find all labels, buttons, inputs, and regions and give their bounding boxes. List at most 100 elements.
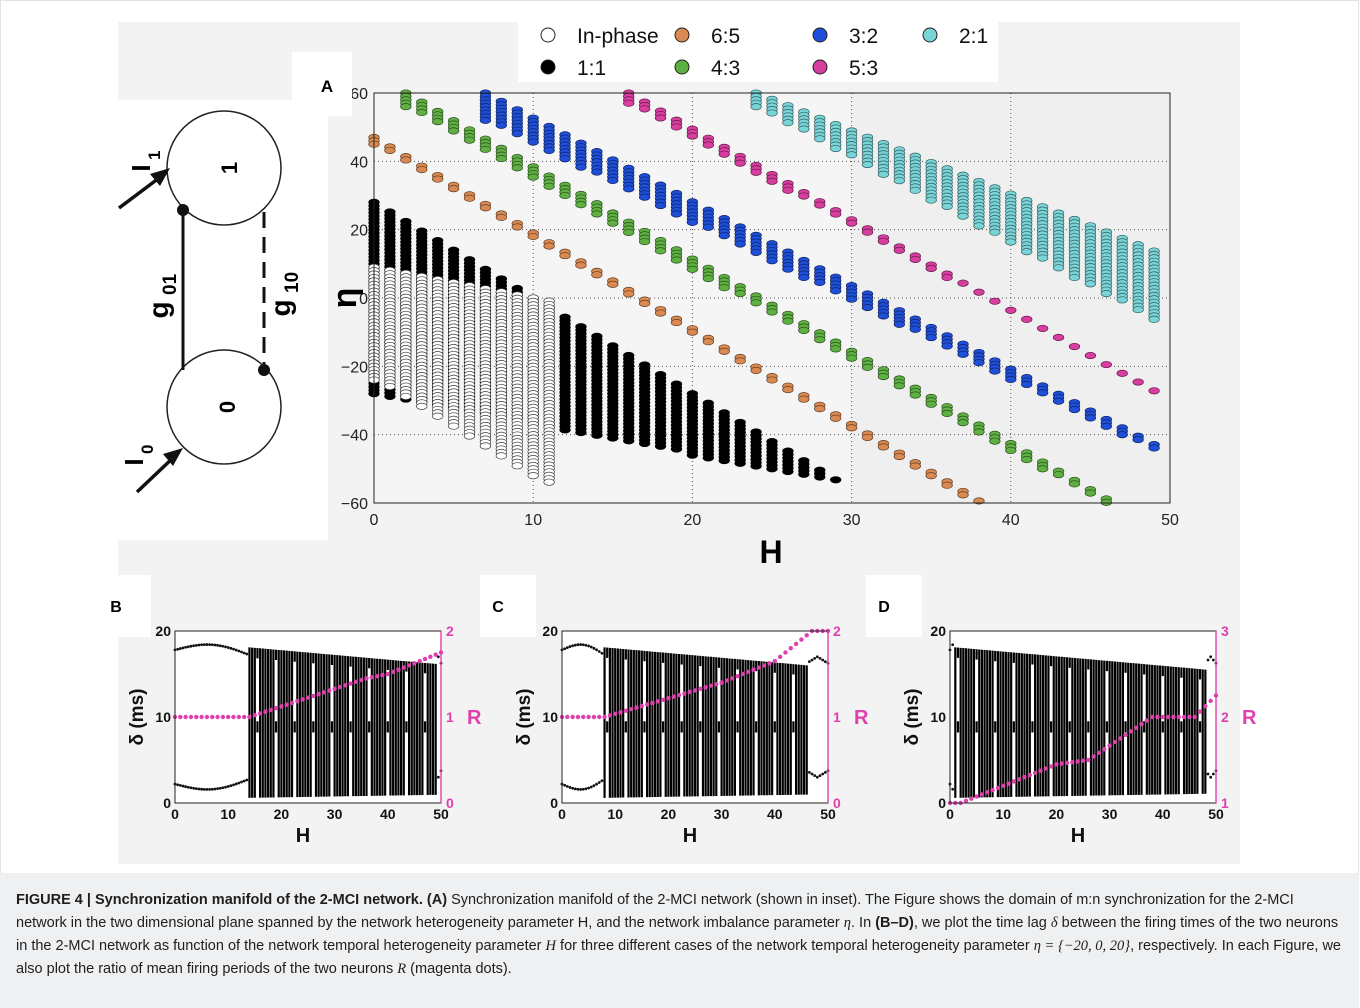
xtick-label: 10	[220, 806, 236, 822]
r-dot	[215, 714, 220, 720]
marker-4-3	[1036, 465, 1049, 473]
delta-dot	[818, 774, 822, 777]
panel-label-box	[95, 575, 151, 637]
r-dot	[788, 646, 793, 651]
r-dot	[1187, 714, 1192, 720]
panel-b-label: B	[110, 599, 122, 616]
marker-6-5	[925, 472, 937, 480]
r-dot	[1139, 721, 1144, 727]
y2tick-label: 2	[1221, 709, 1229, 725]
figure-caption: FIGURE 4 | Synchronization manifold of t…	[0, 873, 1359, 1008]
r-dot	[756, 665, 762, 670]
legend-label: 4:3	[711, 57, 740, 80]
delta-dot	[181, 646, 185, 650]
legend-label: 1:1	[577, 57, 606, 80]
marker-5-3	[1132, 378, 1144, 386]
marker-5-3	[861, 228, 874, 236]
r-dot	[1027, 772, 1033, 778]
marker-1-1	[734, 459, 746, 467]
delta-dot	[563, 783, 567, 787]
delta-dot	[595, 648, 598, 652]
marker-5-3	[798, 192, 810, 200]
r-dot	[730, 676, 735, 681]
delta-dot	[951, 787, 955, 791]
marker-6-5	[830, 414, 842, 422]
marker-1-1	[686, 451, 699, 459]
r-dot	[284, 702, 289, 707]
delta-dot	[813, 774, 817, 777]
caption-h: H	[545, 938, 557, 954]
network-inset: 1 0 I 1 I 0 g 01 g 10	[117, 100, 328, 540]
marker-3-2	[861, 304, 874, 312]
r-dot	[263, 709, 268, 714]
r-dot	[793, 641, 799, 647]
r-dot	[623, 708, 629, 713]
r-dot	[687, 689, 692, 695]
marker-3-2	[718, 232, 730, 240]
marker-2-1	[750, 103, 762, 111]
marker-6-5	[877, 443, 890, 451]
panel-d-label: D	[878, 599, 890, 616]
r-dot	[1176, 714, 1181, 720]
marker-4-3	[575, 201, 587, 209]
delta-dot	[579, 788, 583, 791]
delta-dot	[216, 787, 219, 791]
delta-dot	[818, 657, 822, 660]
r-dot	[985, 790, 990, 795]
marker-6-5	[400, 156, 412, 164]
marker-4-3	[511, 164, 523, 172]
marker-3-2	[686, 218, 699, 226]
delta-dot	[178, 647, 182, 650]
r-dot	[231, 714, 236, 720]
delta-dot	[807, 770, 811, 774]
plot-a-ytick-label: −20	[341, 359, 368, 376]
marker-4-3	[798, 326, 810, 335]
r-dot	[1149, 714, 1155, 720]
legend-label: In-phase	[577, 25, 659, 48]
delta-dot	[226, 785, 230, 788]
caption-paragraph: FIGURE 4 | Synchronization manifold of t…	[16, 889, 1343, 981]
r-dot	[1171, 714, 1176, 720]
marker-5-3	[973, 288, 985, 296]
r-dot	[422, 656, 428, 662]
r-dot	[767, 661, 772, 666]
marker-6-5	[734, 357, 746, 365]
delta-dot	[202, 787, 206, 791]
r-dot	[708, 683, 714, 688]
r-dot	[390, 669, 396, 675]
r-dot	[279, 704, 284, 709]
marker-4-3	[925, 400, 937, 408]
series-5-3	[623, 89, 1160, 395]
delta-dot	[237, 649, 241, 653]
marker-1-1	[718, 457, 730, 465]
caption-text-7: (magenta dots).	[410, 961, 512, 977]
marker-3-2	[495, 121, 508, 129]
ylabel: δ (ms)	[127, 689, 148, 746]
delta-dot	[810, 772, 814, 776]
delta-dot	[807, 660, 811, 664]
delta-dot	[821, 658, 825, 662]
delta-dot	[597, 650, 601, 653]
delta-dot	[595, 782, 598, 786]
marker-5-3	[893, 246, 906, 254]
marker-5-3	[909, 255, 921, 263]
delta-dot	[600, 651, 604, 655]
neuron-0-label: 0	[215, 401, 240, 413]
r-dot	[204, 714, 210, 720]
marker-3-2	[527, 138, 539, 146]
delta-dot	[245, 778, 249, 782]
xtick-label: 20	[661, 806, 677, 822]
marker-3-2	[623, 185, 635, 193]
caption-eta-set: η = {−20, 0, 20}	[1033, 938, 1131, 954]
r-dot	[1059, 761, 1064, 766]
legend-background	[518, 22, 998, 82]
marker-3-2	[591, 168, 603, 176]
marker-2-1	[814, 135, 826, 143]
marker-2-1	[782, 119, 794, 127]
marker-4-3	[782, 317, 794, 325]
marker-4-3	[702, 274, 714, 283]
r-dot	[618, 710, 623, 715]
marker-4-3	[718, 284, 730, 292]
marker-6-5	[559, 252, 571, 260]
marker-6-5	[909, 462, 921, 470]
